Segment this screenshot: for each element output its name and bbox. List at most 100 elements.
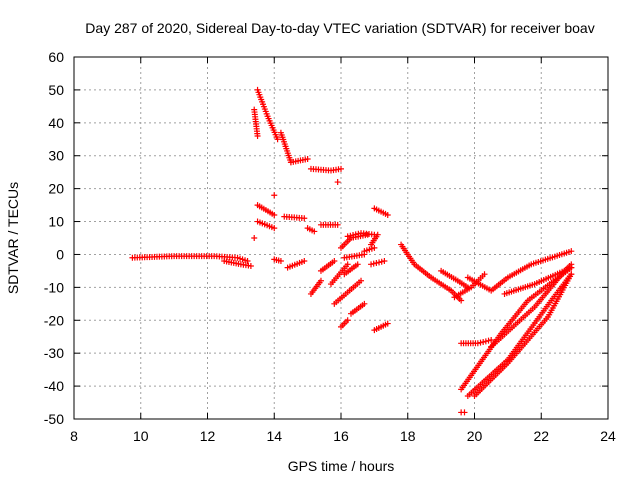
data-point xyxy=(374,231,381,238)
data-point xyxy=(384,320,391,327)
data-point xyxy=(384,211,391,218)
x-tick-label: 18 xyxy=(400,428,416,444)
series-arc42 xyxy=(471,271,575,399)
series-arc43 xyxy=(458,409,468,416)
data-point xyxy=(311,228,318,235)
data-point xyxy=(347,232,354,239)
y-tick-label: -40 xyxy=(44,378,64,394)
series-arc25 xyxy=(331,277,365,307)
data-point xyxy=(481,271,488,278)
data-point xyxy=(477,339,484,346)
data-point xyxy=(304,156,311,163)
data-point xyxy=(370,260,377,267)
series-arc29 xyxy=(368,231,381,248)
series-arc30 xyxy=(368,258,388,268)
data-point xyxy=(568,271,575,278)
data-point xyxy=(461,409,468,416)
series-arc7 xyxy=(307,165,344,174)
x-tick-label: 14 xyxy=(266,428,282,444)
series-arc16 xyxy=(304,225,318,235)
data-point xyxy=(485,337,492,344)
data-point xyxy=(371,244,378,251)
data-point xyxy=(568,248,575,255)
series-arc35 xyxy=(451,271,488,301)
axis-ticks xyxy=(73,56,609,420)
series-arc32 xyxy=(371,205,391,218)
y-tick-label: 50 xyxy=(48,82,64,98)
series-arc26 xyxy=(338,317,351,330)
data-point xyxy=(373,260,380,267)
data-point xyxy=(301,215,308,222)
data-point xyxy=(344,261,351,268)
data-point xyxy=(271,192,278,199)
data-points xyxy=(129,86,575,416)
y-tick-label: -50 xyxy=(44,411,64,427)
chart-title: Day 287 of 2020, Sidereal Day-to-day VTE… xyxy=(85,20,594,36)
x-tick-label: 24 xyxy=(600,428,616,444)
series-arc28 xyxy=(361,244,378,255)
y-tick-label: 10 xyxy=(48,214,64,230)
y-tick-label: 30 xyxy=(48,148,64,164)
data-point xyxy=(338,165,344,172)
y-tick-label: 60 xyxy=(48,49,64,65)
series-arc40 xyxy=(458,264,575,393)
data-point xyxy=(271,225,278,232)
data-point xyxy=(254,132,261,139)
y-tick-label: -10 xyxy=(44,279,64,295)
grid xyxy=(74,57,608,419)
series-arc12 xyxy=(251,235,258,241)
series-arc33 xyxy=(398,241,465,304)
data-point xyxy=(277,258,284,265)
data-point xyxy=(482,338,489,345)
data-point xyxy=(361,300,368,307)
series-arc18 xyxy=(307,277,324,297)
data-point xyxy=(274,136,281,143)
y-axis-label: SDTVAR / TECUs xyxy=(5,182,21,294)
data-point xyxy=(352,231,359,238)
series-arc11 xyxy=(254,218,278,232)
data-point xyxy=(251,235,258,241)
series-arc19 xyxy=(317,258,338,274)
x-tick-labels: 8 10 12 14 16 18 20 22 24 xyxy=(70,428,616,444)
x-axis-label: GPS time / hours xyxy=(288,458,395,474)
data-point xyxy=(334,179,341,186)
series-arc20 xyxy=(327,261,351,288)
data-point xyxy=(378,258,385,265)
series-arc6 xyxy=(287,156,311,166)
x-tick-label: 20 xyxy=(467,428,483,444)
series-arc38 xyxy=(458,337,495,347)
data-point xyxy=(317,277,324,284)
series-arc23 xyxy=(341,251,368,261)
series-arc31 xyxy=(371,320,391,334)
series-arc36 xyxy=(464,248,575,294)
y-tick-label: -30 xyxy=(44,345,64,361)
series-arc41 xyxy=(464,271,575,399)
series-arc21 xyxy=(341,261,361,278)
series-arc24 xyxy=(344,230,378,240)
data-point xyxy=(458,297,465,304)
data-point xyxy=(376,259,383,266)
data-point xyxy=(480,338,487,345)
series-arc3 xyxy=(254,86,281,143)
series-arc9 xyxy=(271,192,278,199)
data-point xyxy=(381,258,388,265)
data-point xyxy=(358,277,365,284)
data-point xyxy=(344,317,351,324)
x-tick-label: 10 xyxy=(133,428,149,444)
data-point xyxy=(271,211,278,218)
data-point xyxy=(354,261,361,268)
data-point xyxy=(331,258,338,265)
series-arc14 xyxy=(271,256,284,265)
x-tick-label: 12 xyxy=(200,428,216,444)
data-point xyxy=(568,264,575,271)
series-arc17 xyxy=(317,221,341,228)
series-arc34 xyxy=(438,267,471,291)
data-point xyxy=(355,230,362,237)
y-tick-labels: -50 -40 -30 -20 -10 0 10 20 30 40 50 60 xyxy=(44,49,64,427)
series-arc27 xyxy=(348,300,368,317)
data-point xyxy=(488,337,495,344)
y-tick-label: -20 xyxy=(44,312,64,328)
data-point xyxy=(247,262,254,269)
series-arc2 xyxy=(221,258,254,269)
data-point xyxy=(334,221,341,228)
